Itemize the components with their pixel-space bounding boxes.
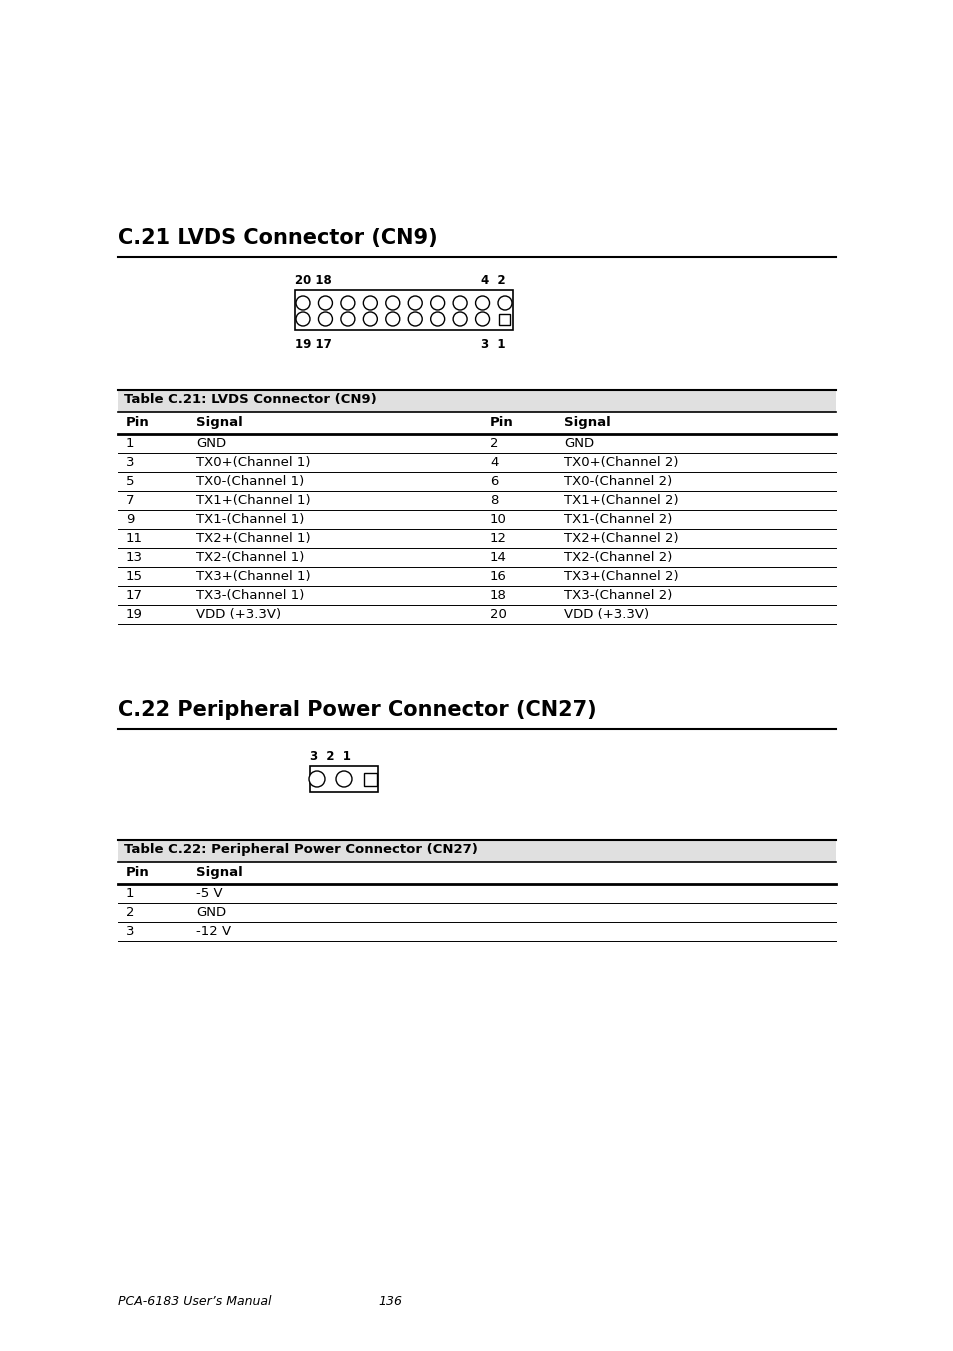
Text: VDD (+3.3V): VDD (+3.3V) — [195, 608, 281, 621]
Circle shape — [295, 296, 310, 309]
Circle shape — [408, 296, 422, 309]
Text: TX0+(Channel 1): TX0+(Channel 1) — [195, 457, 310, 469]
Circle shape — [363, 296, 377, 309]
Text: 10: 10 — [490, 513, 506, 526]
Text: 11: 11 — [126, 532, 143, 544]
Circle shape — [309, 771, 325, 788]
Text: Signal: Signal — [195, 866, 242, 880]
Text: 1: 1 — [126, 436, 134, 450]
Text: -5 V: -5 V — [195, 888, 222, 900]
Circle shape — [318, 312, 332, 326]
Text: TX0-(Channel 1): TX0-(Channel 1) — [195, 476, 304, 488]
Text: C.21 LVDS Connector (CN9): C.21 LVDS Connector (CN9) — [118, 228, 437, 249]
Text: TX1+(Channel 1): TX1+(Channel 1) — [195, 494, 311, 507]
Text: 9: 9 — [126, 513, 134, 526]
Text: 3  1: 3 1 — [480, 338, 505, 351]
Text: 2: 2 — [490, 436, 498, 450]
Bar — [294, 290, 513, 330]
Text: 2: 2 — [126, 907, 134, 919]
Text: 19 17: 19 17 — [294, 338, 332, 351]
Text: TX2-(Channel 2): TX2-(Channel 2) — [563, 551, 672, 563]
Bar — [118, 390, 835, 412]
Circle shape — [318, 296, 332, 309]
Circle shape — [430, 312, 444, 326]
Circle shape — [385, 312, 399, 326]
Circle shape — [340, 312, 355, 326]
Text: Signal: Signal — [195, 416, 242, 430]
Circle shape — [453, 312, 467, 326]
Text: 19: 19 — [126, 608, 143, 621]
Text: TX3+(Channel 2): TX3+(Channel 2) — [563, 570, 678, 584]
Text: TX2-(Channel 1): TX2-(Channel 1) — [195, 551, 304, 563]
Text: Table C.22: Peripheral Power Connector (CN27): Table C.22: Peripheral Power Connector (… — [124, 843, 477, 857]
Text: Table C.21: LVDS Connector (CN9): Table C.21: LVDS Connector (CN9) — [124, 393, 376, 407]
Circle shape — [340, 296, 355, 309]
Text: C.22 Peripheral Power Connector (CN27): C.22 Peripheral Power Connector (CN27) — [118, 700, 596, 720]
Circle shape — [475, 296, 489, 309]
Circle shape — [497, 296, 512, 309]
Bar — [364, 773, 377, 785]
Circle shape — [475, 312, 489, 326]
Text: 12: 12 — [490, 532, 506, 544]
Circle shape — [295, 312, 310, 326]
Text: TX1-(Channel 2): TX1-(Channel 2) — [563, 513, 672, 526]
Text: TX3+(Channel 1): TX3+(Channel 1) — [195, 570, 311, 584]
Text: TX1+(Channel 2): TX1+(Channel 2) — [563, 494, 678, 507]
Text: VDD (+3.3V): VDD (+3.3V) — [563, 608, 648, 621]
Bar — [118, 840, 835, 862]
Text: 8: 8 — [490, 494, 497, 507]
Text: GND: GND — [563, 436, 594, 450]
Bar — [499, 313, 510, 324]
Text: Pin: Pin — [490, 416, 514, 430]
Text: 15: 15 — [126, 570, 143, 584]
Text: GND: GND — [195, 907, 226, 919]
Text: TX3-(Channel 1): TX3-(Channel 1) — [195, 589, 304, 603]
Text: TX1-(Channel 1): TX1-(Channel 1) — [195, 513, 304, 526]
Text: Signal: Signal — [563, 416, 610, 430]
Text: 7: 7 — [126, 494, 134, 507]
Text: TX3-(Channel 2): TX3-(Channel 2) — [563, 589, 672, 603]
Text: 20: 20 — [490, 608, 506, 621]
Bar — [310, 766, 377, 792]
Text: 17: 17 — [126, 589, 143, 603]
Text: 3  2  1: 3 2 1 — [310, 750, 351, 763]
Text: 16: 16 — [490, 570, 506, 584]
Circle shape — [385, 296, 399, 309]
Text: 4  2: 4 2 — [480, 274, 505, 286]
Text: 5: 5 — [126, 476, 134, 488]
Text: TX0+(Channel 2): TX0+(Channel 2) — [563, 457, 678, 469]
Circle shape — [408, 312, 422, 326]
Text: PCA-6183 User’s Manual: PCA-6183 User’s Manual — [118, 1296, 272, 1308]
Circle shape — [335, 771, 352, 788]
Circle shape — [363, 312, 377, 326]
Text: TX2+(Channel 1): TX2+(Channel 1) — [195, 532, 311, 544]
Circle shape — [430, 296, 444, 309]
Text: 18: 18 — [490, 589, 506, 603]
Text: 1: 1 — [126, 888, 134, 900]
Text: 14: 14 — [490, 551, 506, 563]
Text: 3: 3 — [126, 457, 134, 469]
Text: 4: 4 — [490, 457, 497, 469]
Text: GND: GND — [195, 436, 226, 450]
Text: 13: 13 — [126, 551, 143, 563]
Text: Pin: Pin — [126, 416, 150, 430]
Text: 3: 3 — [126, 925, 134, 938]
Text: 136: 136 — [377, 1296, 401, 1308]
Text: -12 V: -12 V — [195, 925, 231, 938]
Text: Pin: Pin — [126, 866, 150, 880]
Text: TX0-(Channel 2): TX0-(Channel 2) — [563, 476, 672, 488]
Text: 6: 6 — [490, 476, 497, 488]
Text: TX2+(Channel 2): TX2+(Channel 2) — [563, 532, 678, 544]
Circle shape — [453, 296, 467, 309]
Text: 20 18: 20 18 — [294, 274, 332, 286]
